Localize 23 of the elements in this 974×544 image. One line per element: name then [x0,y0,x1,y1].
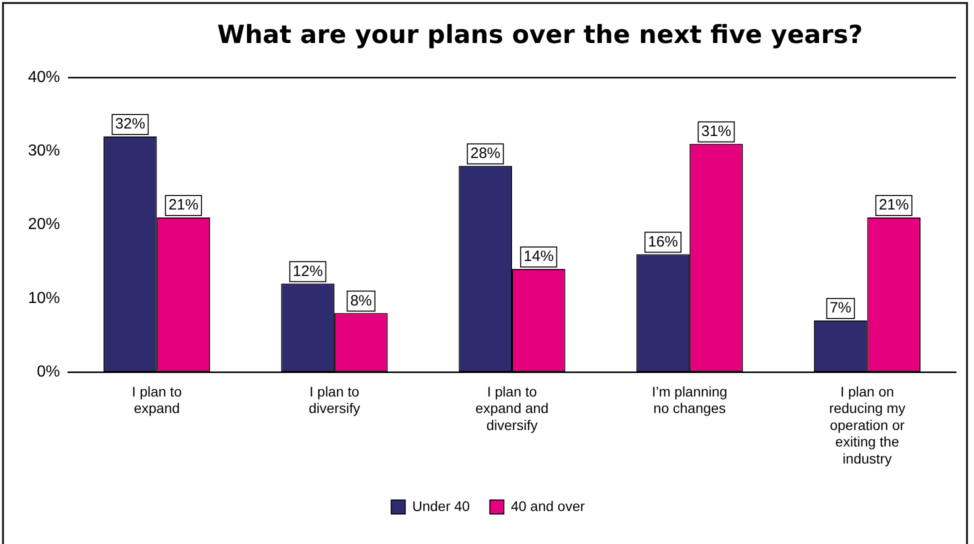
data-label: 21% [168,196,198,214]
x-tick-label: I’m planning no changes [652,383,728,416]
x-tick-label: I plan to diversify [308,383,360,416]
chart-title: What are your plans over the next five years? [216,20,864,49]
legend-label: 40 and over [510,498,586,514]
y-tick-label: 20% [28,216,60,234]
data-label: 32% [115,116,146,133]
y-tick-label: 0% [36,363,60,380]
data-label: 28% [470,145,500,162]
data-label: 16% [648,233,678,250]
y-tick-label: 10% [28,290,60,307]
data-label: 31% [701,122,732,140]
legend-label: Under 40 [412,498,470,514]
data-label: 12% [292,262,323,280]
data-label: 14% [524,248,554,266]
x-tick-label: I plan on reducing my operation or exiting the industry [829,383,906,466]
data-label: 8% [350,292,372,310]
data-label: 21% [878,196,909,214]
y-tick-label: 40% [28,69,60,86]
data-label: 7% [830,300,852,317]
y-tick-label: 30% [28,142,60,160]
x-tick-label: I plan to expand [132,383,182,416]
x-tick-label: I plan to expand and diversify [475,383,549,433]
